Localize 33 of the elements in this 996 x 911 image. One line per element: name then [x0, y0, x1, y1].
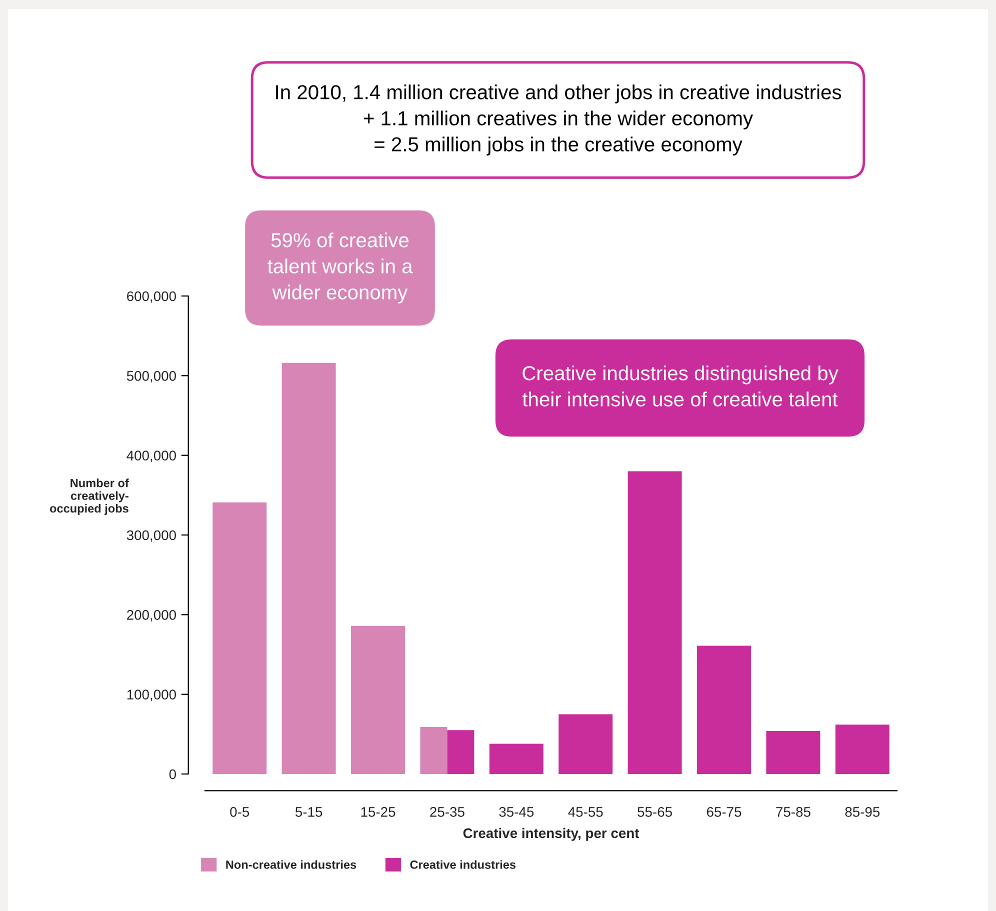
y-tick-label: 400,000: [126, 450, 176, 462]
bar: [628, 471, 682, 774]
legend-label: Non-creative industries: [226, 860, 356, 869]
bar: [212, 502, 267, 774]
annotation: 59% of creative talent works in a wider economy: [268, 232, 413, 304]
y-tick-label: 600,000: [127, 291, 176, 303]
y-tick-label: 0: [169, 769, 176, 780]
legend-label: Creative industries: [410, 860, 516, 869]
x-tick-label: 0-5: [230, 807, 250, 817]
y-tick-label: 100,000: [127, 690, 176, 702]
bar: [697, 646, 751, 774]
x-tick-label: 85-95: [845, 807, 880, 817]
x-tick-label: 55-65: [638, 807, 672, 817]
x-tick-label: 25-35: [430, 807, 464, 817]
x-tick-label: 5-15: [295, 807, 322, 817]
y-tick-label: 500,000: [126, 371, 176, 382]
bar: [489, 744, 544, 774]
x-tick-label: 45-55: [568, 807, 603, 817]
y-axis-title: Number of creatively- occupied jobs: [50, 478, 129, 515]
y-tick-label: 200,000: [127, 610, 176, 622]
text: In 2010, 1.4 million creative and other jobs in creative industries + 1.1 million creatives in the wider economy = 2.5 million jobs in the creative economy: [276, 84, 842, 156]
bar: [558, 714, 613, 774]
x-tick-label: 75-85: [776, 807, 810, 817]
bar: [835, 724, 890, 774]
bar: [766, 730, 820, 774]
x-axis-title: Creative intensity, per cent: [463, 828, 640, 841]
bar: [351, 626, 405, 774]
bar: [282, 362, 336, 774]
y-tick-label: 300,000: [126, 530, 176, 542]
x-tick-label: 65-75: [706, 807, 742, 817]
x-tick-label: 35-45: [499, 807, 534, 817]
annotation: Creative industries distinguished by their intensive use of creative talent: [522, 366, 838, 406]
x-tick-label: 15-25: [361, 807, 396, 817]
